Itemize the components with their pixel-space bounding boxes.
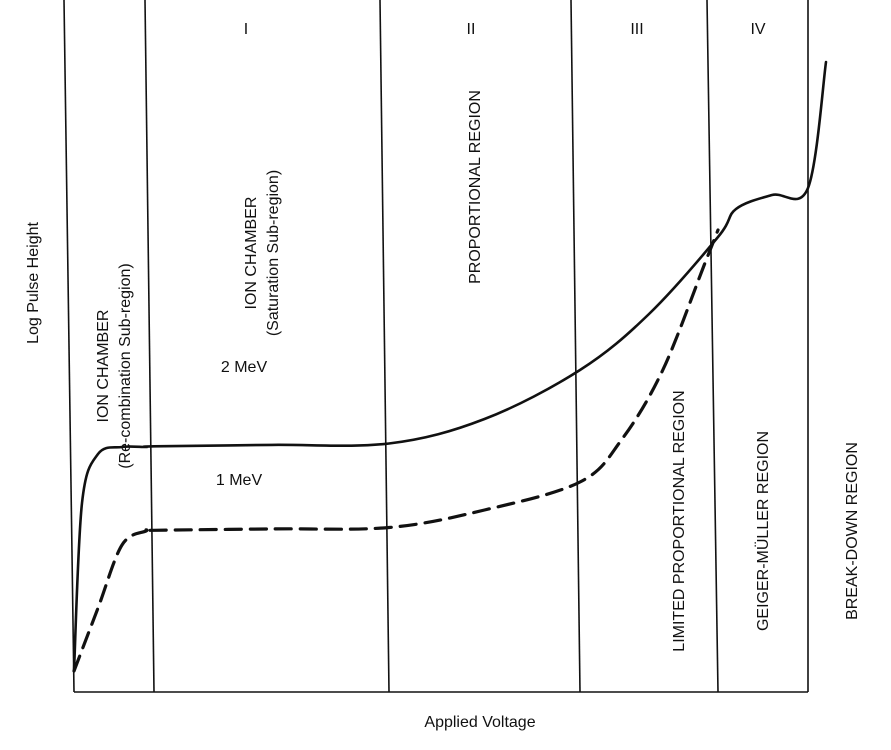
region-numeral: II [467,21,476,38]
region-boundary-line [63,0,75,693]
series-label: 2 MeV [221,359,268,376]
region-label: LIMITED PROPORTIONAL REGION [671,390,688,651]
region-numeral: IV [750,21,765,38]
region-label: BREAK-DOWN REGION [844,442,861,620]
region-label: PROPORTIONAL REGION [467,90,484,284]
region-boundary-line [379,0,390,693]
region-label: ION CHAMBER [95,310,112,423]
region-boundary-line [706,0,719,693]
region-label: (Saturation Sub-region) [265,170,282,336]
series-line-1-mev [72,228,720,673]
region-boundaries [63,0,809,693]
region-label: GEIGER-MÜLLER REGION [754,431,772,631]
y-axis-title: Log Pulse Height [25,222,42,344]
series-line-2-mev [72,60,828,673]
region-numerals: I II III IV [244,21,766,38]
region-label: ION CHAMBER [243,197,260,310]
curve-labels: 2 MeV 1 MeV [216,359,268,489]
region-boundary-line [570,0,581,693]
region-numeral: I [244,21,248,38]
region-numeral: III [630,21,643,38]
x-axis-title: Applied Voltage [424,714,535,731]
region-label: (Re-combination Sub-region) [117,263,134,468]
series-label: 1 MeV [216,472,263,489]
region-labels: ION CHAMBER (Re-combination Sub-region) IO… [95,90,861,652]
region-boundary-line [144,0,155,693]
curves [72,60,828,673]
